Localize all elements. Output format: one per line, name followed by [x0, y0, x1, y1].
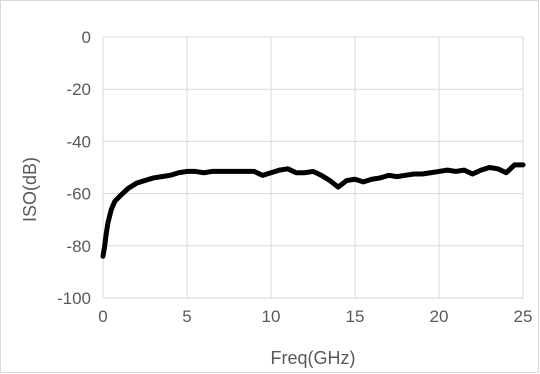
gridlines	[102, 36, 524, 299]
x-axis-title: Freq(GHz)	[271, 348, 356, 368]
x-tick-label: 20	[430, 307, 449, 326]
x-tick-label: 5	[182, 307, 191, 326]
y-tick-label: -100	[57, 289, 91, 308]
series-line	[100, 162, 526, 259]
y-tick-label: -80	[66, 237, 91, 256]
x-tick-label: 0	[98, 307, 107, 326]
x-tick-label: 25	[514, 307, 533, 326]
y-tick-label: -60	[66, 185, 91, 204]
y-tick-label: -20	[66, 80, 91, 99]
y-axis-title: ISO(dB)	[20, 157, 40, 222]
x-tick-label: 10	[262, 307, 281, 326]
series-layer	[100, 162, 526, 259]
y-tick-label: -40	[66, 132, 91, 151]
x-tick-label: 15	[346, 307, 365, 326]
y-tick-label: 0	[82, 28, 91, 47]
tick-labels: 0 5 10 15 20 25 0 -20 -40 -60 -80 -100	[57, 28, 532, 326]
